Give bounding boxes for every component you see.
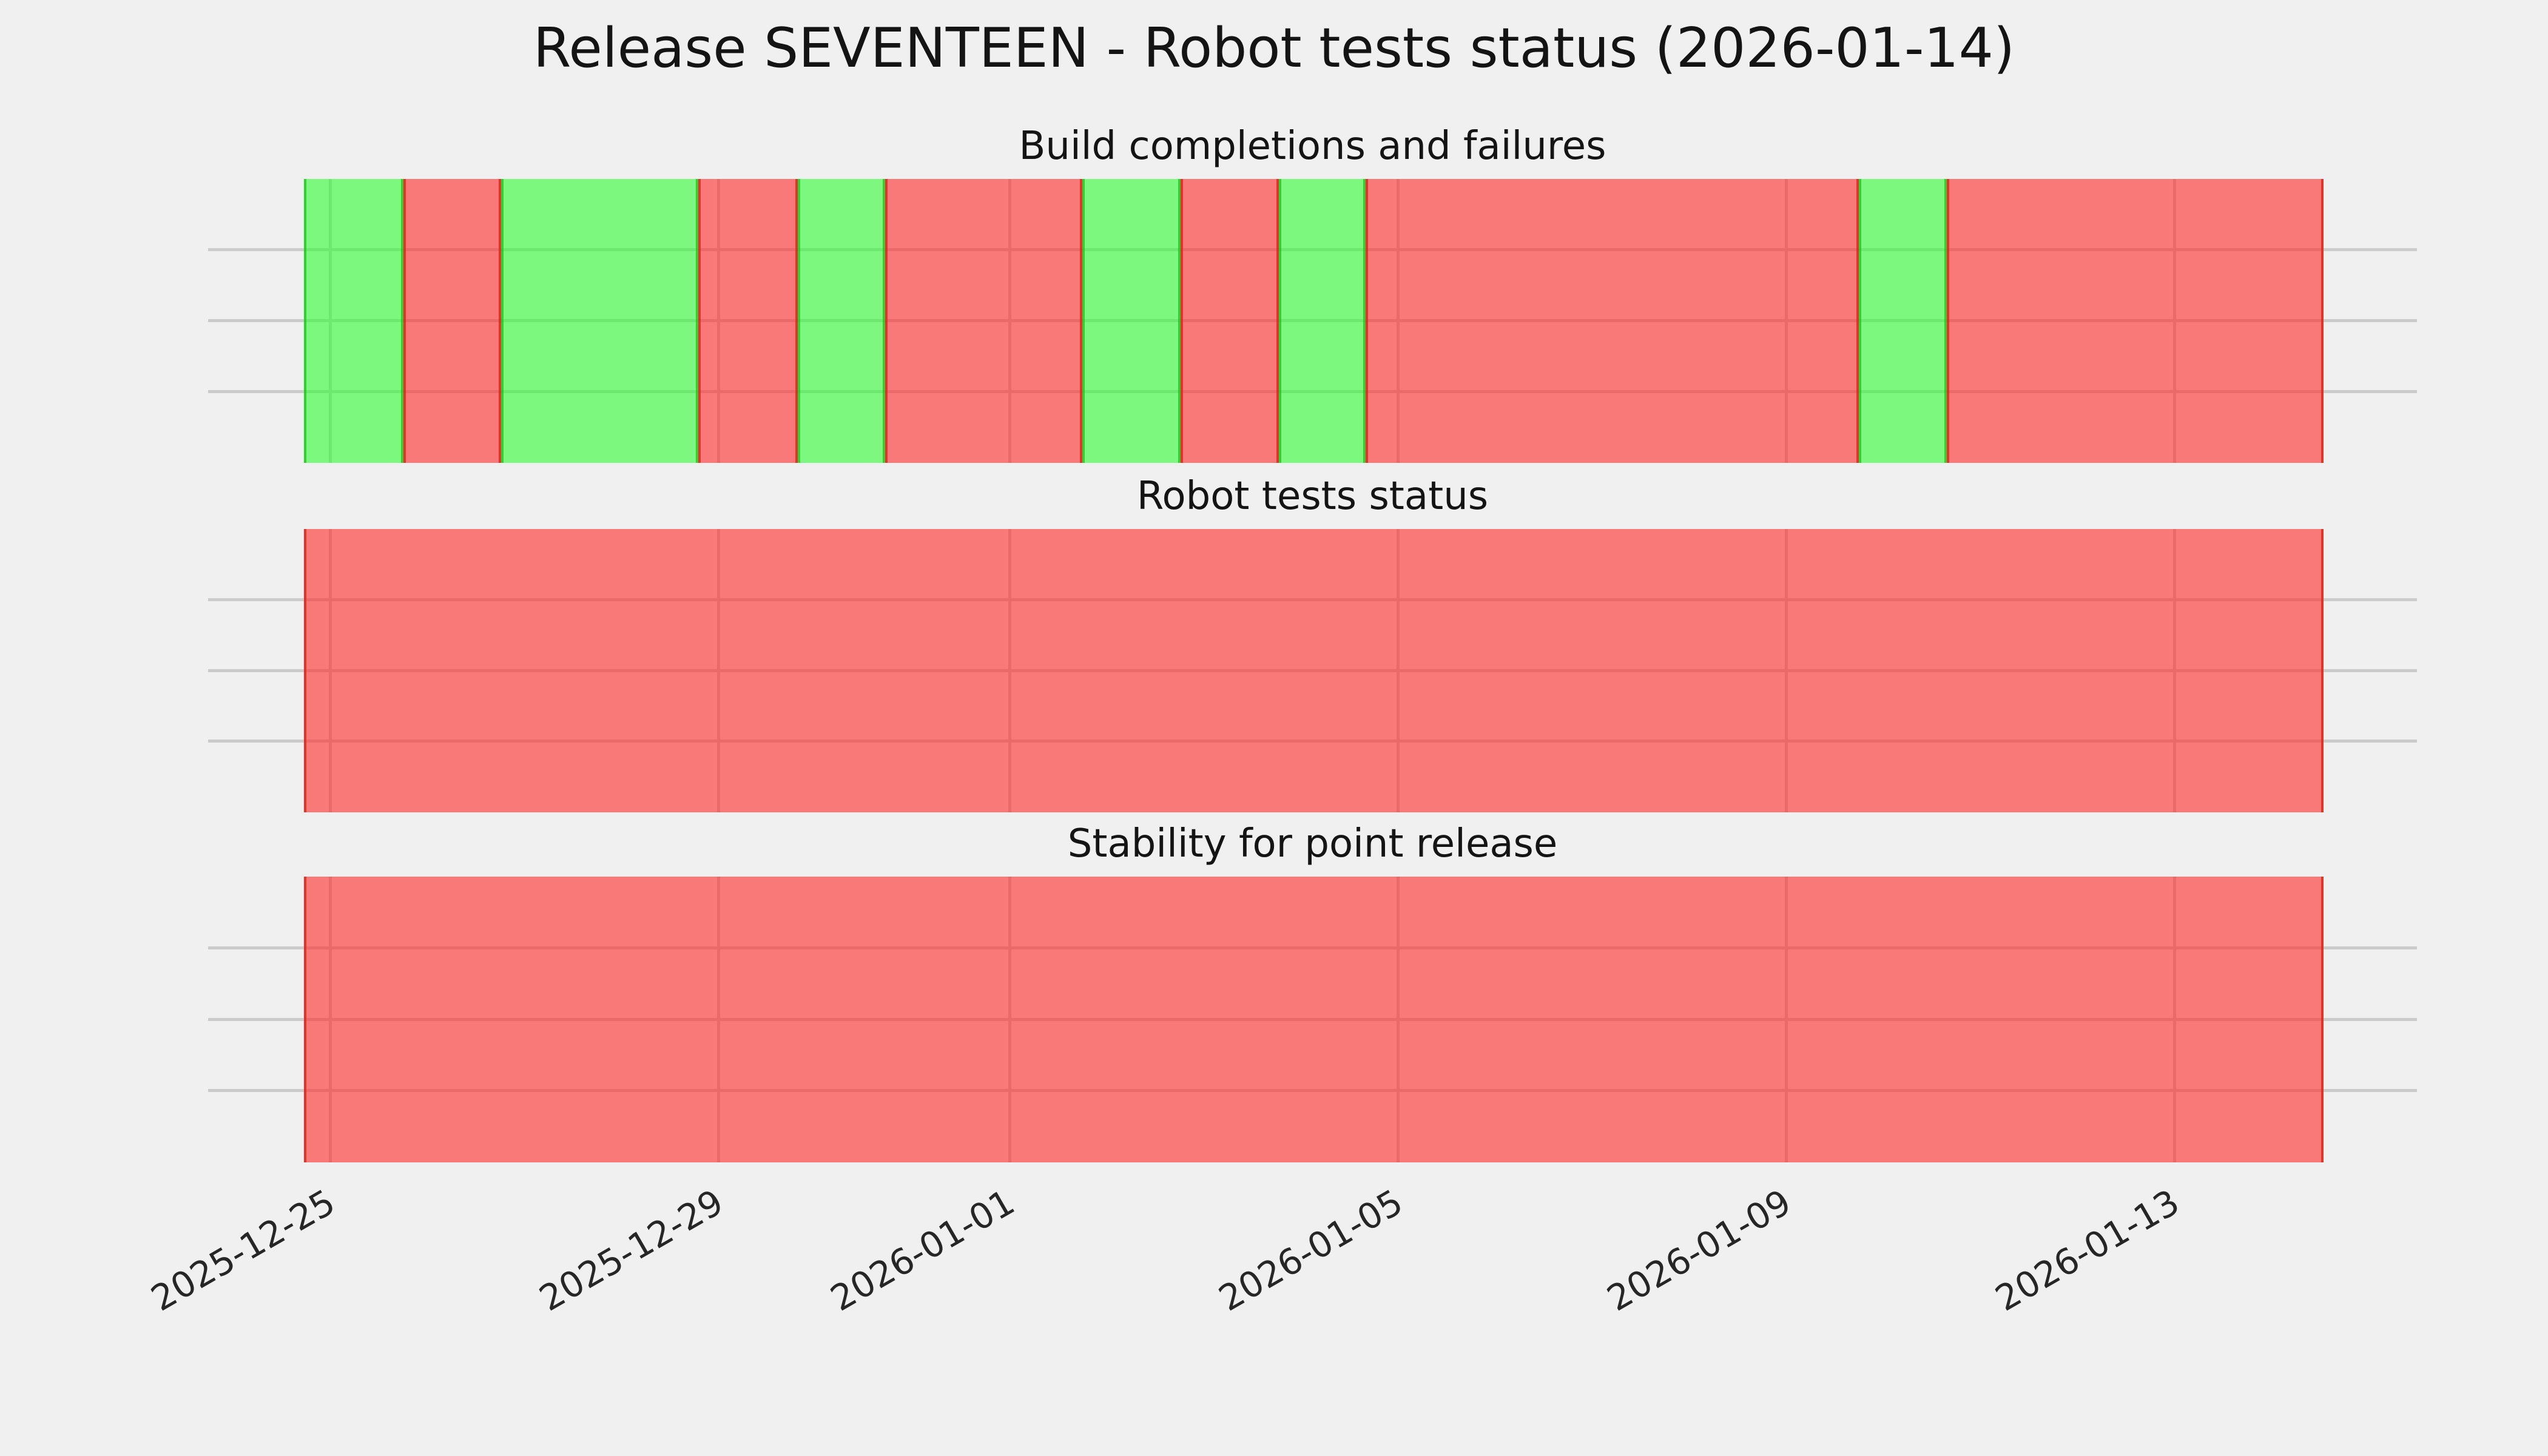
x-axis-tick-label: 2026-01-13	[1988, 1181, 2186, 1320]
x-axis-tick-label: 2025-12-25	[144, 1181, 342, 1320]
subplot-axes-stability	[208, 877, 2417, 1162]
x-axis-tick-label: 2026-01-05	[1212, 1181, 1410, 1320]
subplot-title-stability: Stability for point release	[1067, 821, 1558, 866]
status-segment-failure	[1946, 179, 2324, 463]
status-segment-success	[798, 179, 885, 463]
status-segment-failure	[698, 179, 798, 463]
x-axis-tick-label: 2026-01-09	[1600, 1181, 1798, 1320]
status-segment-failure	[885, 179, 1082, 463]
subplot-title-build-completions: Build completions and failures	[1019, 124, 1606, 169]
status-segment-success	[1082, 179, 1181, 463]
status-segment-success	[1278, 179, 1366, 463]
status-segment-failure	[1181, 179, 1279, 463]
figure-title: Release SEVENTEEN - Robot tests status (…	[533, 16, 2015, 80]
status-segment-success	[1859, 179, 1947, 463]
x-axis-tick-label: 2025-12-29	[532, 1181, 730, 1320]
status-segment-failure	[403, 179, 501, 463]
subplot-title-robot-tests: Robot tests status	[1136, 474, 1489, 519]
x-axis-tick-label: 2026-01-01	[823, 1181, 1022, 1320]
status-segment-failure	[1365, 179, 1859, 463]
subplot-axes-build-completions	[208, 179, 2417, 463]
status-segment-failure	[304, 877, 2324, 1162]
status-segment-success	[304, 179, 403, 463]
subplot-axes-robot-tests	[208, 529, 2417, 812]
status-segment-failure	[304, 529, 2324, 812]
status-segment-success	[500, 179, 698, 463]
